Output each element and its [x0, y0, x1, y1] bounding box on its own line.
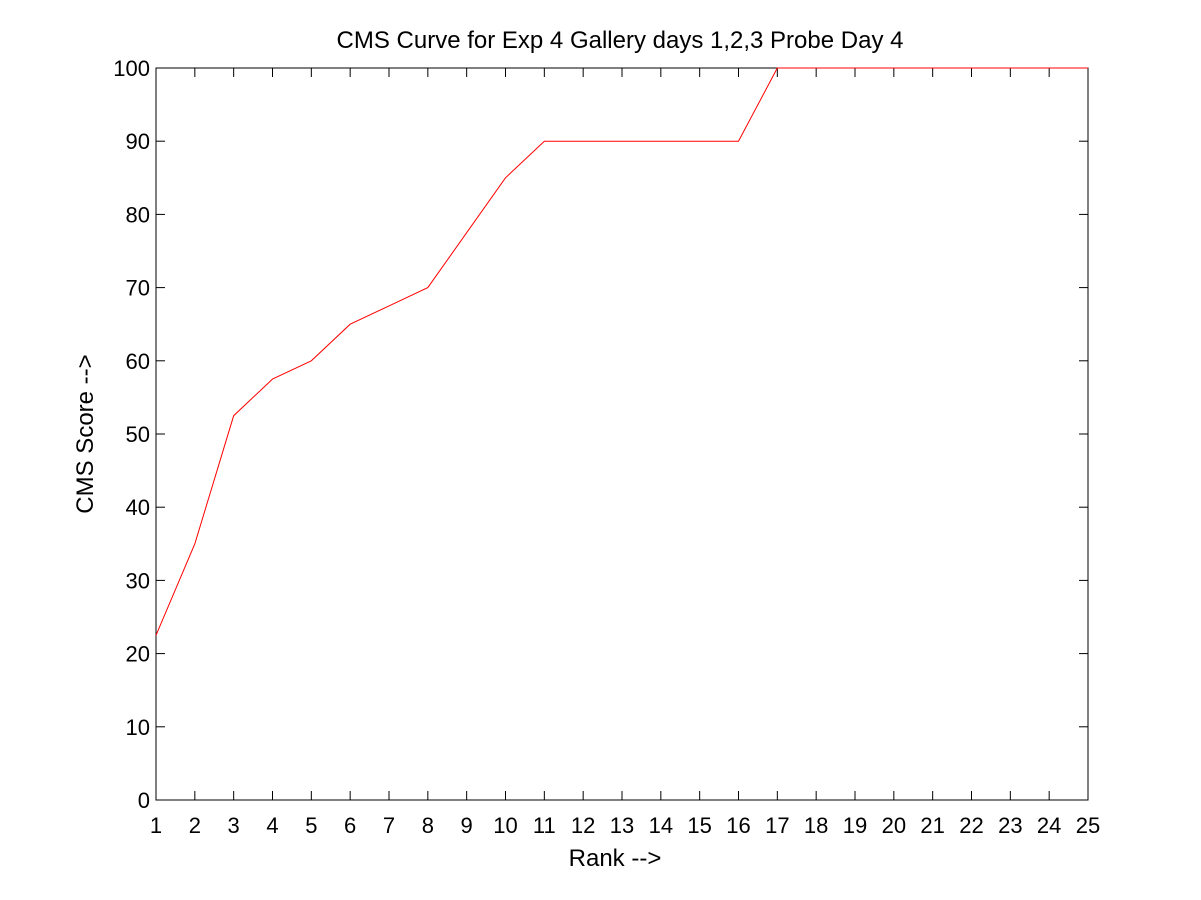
x-tick-label: 23 — [998, 813, 1022, 838]
x-tick-label: 14 — [649, 813, 673, 838]
x-tick-label: 8 — [422, 813, 434, 838]
x-tick-label: 21 — [920, 813, 944, 838]
y-tick-label: 40 — [126, 495, 150, 520]
x-tick-label: 4 — [266, 813, 278, 838]
x-tick-label: 7 — [383, 813, 395, 838]
plot-area: 1 2 3 4 5 6 7 8 9 10 11 12 13 14 15 16 17 18 19 20 21 22 23 24 2… — [113, 56, 1100, 838]
y-tick-label: 20 — [126, 642, 150, 667]
y-tick-label: 90 — [126, 129, 150, 154]
y-tick-label: 50 — [126, 422, 150, 447]
y-tick-label: 10 — [126, 715, 150, 740]
y-tick-label: 100 — [113, 56, 150, 81]
x-tick-label: 12 — [571, 813, 595, 838]
x-tick-label: 22 — [959, 813, 983, 838]
y-tick-label: 70 — [126, 276, 150, 301]
x-tick-label: 1 — [150, 813, 162, 838]
x-tick-label: 5 — [305, 813, 317, 838]
x-tick-label: 25 — [1076, 813, 1100, 838]
y-tick-label: 60 — [126, 349, 150, 374]
x-tick-label: 18 — [804, 813, 828, 838]
x-tick-label: 3 — [228, 813, 240, 838]
x-tick-label: 24 — [1037, 813, 1061, 838]
chart-title: CMS Curve for Exp 4 Gallery days 1,2,3 P… — [337, 27, 904, 54]
y-tick-label: 30 — [126, 568, 150, 593]
x-tick-label: 16 — [726, 813, 750, 838]
x-tick-label: 20 — [882, 813, 906, 838]
y-tick-label: 80 — [126, 202, 150, 227]
x-tick-label: 6 — [344, 813, 356, 838]
series-layer — [155, 67, 1088, 636]
y-axis-label: CMS Score --> — [72, 354, 99, 513]
x-ticks: 1 2 3 4 5 6 7 8 9 10 11 12 13 14 15 16 17 18 19 20 21 22 23 24 2… — [150, 68, 1100, 838]
x-tick-label: 11 — [533, 813, 556, 838]
x-tick-label: 17 — [765, 813, 789, 838]
x-axis-label: Rank --> — [569, 845, 662, 872]
y-tick-label: 0 — [138, 788, 150, 813]
x-tick-label: 19 — [843, 813, 867, 838]
x-tick-label: 10 — [493, 813, 517, 838]
x-tick-label: 15 — [687, 813, 711, 838]
x-tick-label: 13 — [610, 813, 634, 838]
x-tick-label: 2 — [189, 813, 201, 838]
series-line — [155, 67, 1088, 636]
y-ticks: 0 10 20 30 40 50 60 70 80 90 100 — [113, 56, 1088, 813]
x-tick-label: 9 — [461, 813, 473, 838]
